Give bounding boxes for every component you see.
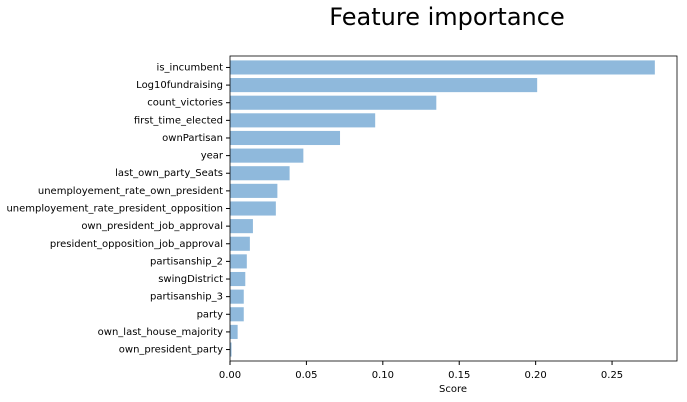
x-tick-label: 0.20	[525, 370, 547, 381]
bar	[230, 95, 437, 110]
y-tick-label: last_own_party_Seats	[115, 168, 223, 179]
x-tick-label: 0.05	[295, 370, 317, 381]
bar	[230, 342, 232, 357]
bar	[230, 219, 253, 234]
bar	[230, 307, 244, 322]
y-tick-label: first_time_elected	[134, 115, 223, 126]
bar	[230, 236, 250, 251]
bar	[230, 271, 246, 287]
bar	[230, 324, 238, 339]
y-tick-label: partisanship_3	[150, 292, 223, 303]
y-tick-label: swingDistrict	[158, 274, 223, 285]
bar	[230, 254, 247, 269]
y-tick-label: president_opposition_job_approval	[50, 239, 223, 250]
y-tick-label: unemployement_rate_own_president	[38, 186, 223, 197]
y-tick-label: unemployement_rate_president_opposition	[6, 204, 223, 215]
bar	[230, 183, 278, 198]
y-tick-label: is_incumbent	[157, 62, 224, 73]
bar	[230, 166, 290, 181]
x-tick-label: 0.15	[448, 370, 470, 381]
y-tick-label: partisanship_2	[150, 256, 223, 267]
y-tick-label: count_victories	[147, 98, 223, 109]
bar	[230, 130, 341, 146]
x-axis-label: Score	[439, 384, 467, 395]
x-tick-label: 0.25	[601, 370, 623, 381]
x-tick-label: 0.10	[372, 370, 394, 381]
y-tick-label: party	[197, 309, 224, 320]
y-tick-label: Log10fundraising	[136, 80, 223, 91]
x-tick-label: 0.00	[219, 370, 241, 381]
y-tick-label: own_president_party	[119, 345, 223, 356]
bar	[230, 201, 276, 216]
y-tick-label: own_president_job_approval	[81, 221, 223, 232]
plot-frame	[229, 55, 678, 362]
bar	[230, 78, 538, 93]
y-tick-label: ownPartisan	[162, 133, 223, 144]
bar	[230, 148, 304, 163]
y-tick-label: year	[201, 151, 224, 162]
y-tick-label: own_last_house_majority	[98, 327, 223, 338]
bar	[230, 289, 244, 304]
bar	[230, 60, 655, 75]
bar	[230, 113, 376, 128]
chart-title: Feature importance	[329, 3, 564, 31]
